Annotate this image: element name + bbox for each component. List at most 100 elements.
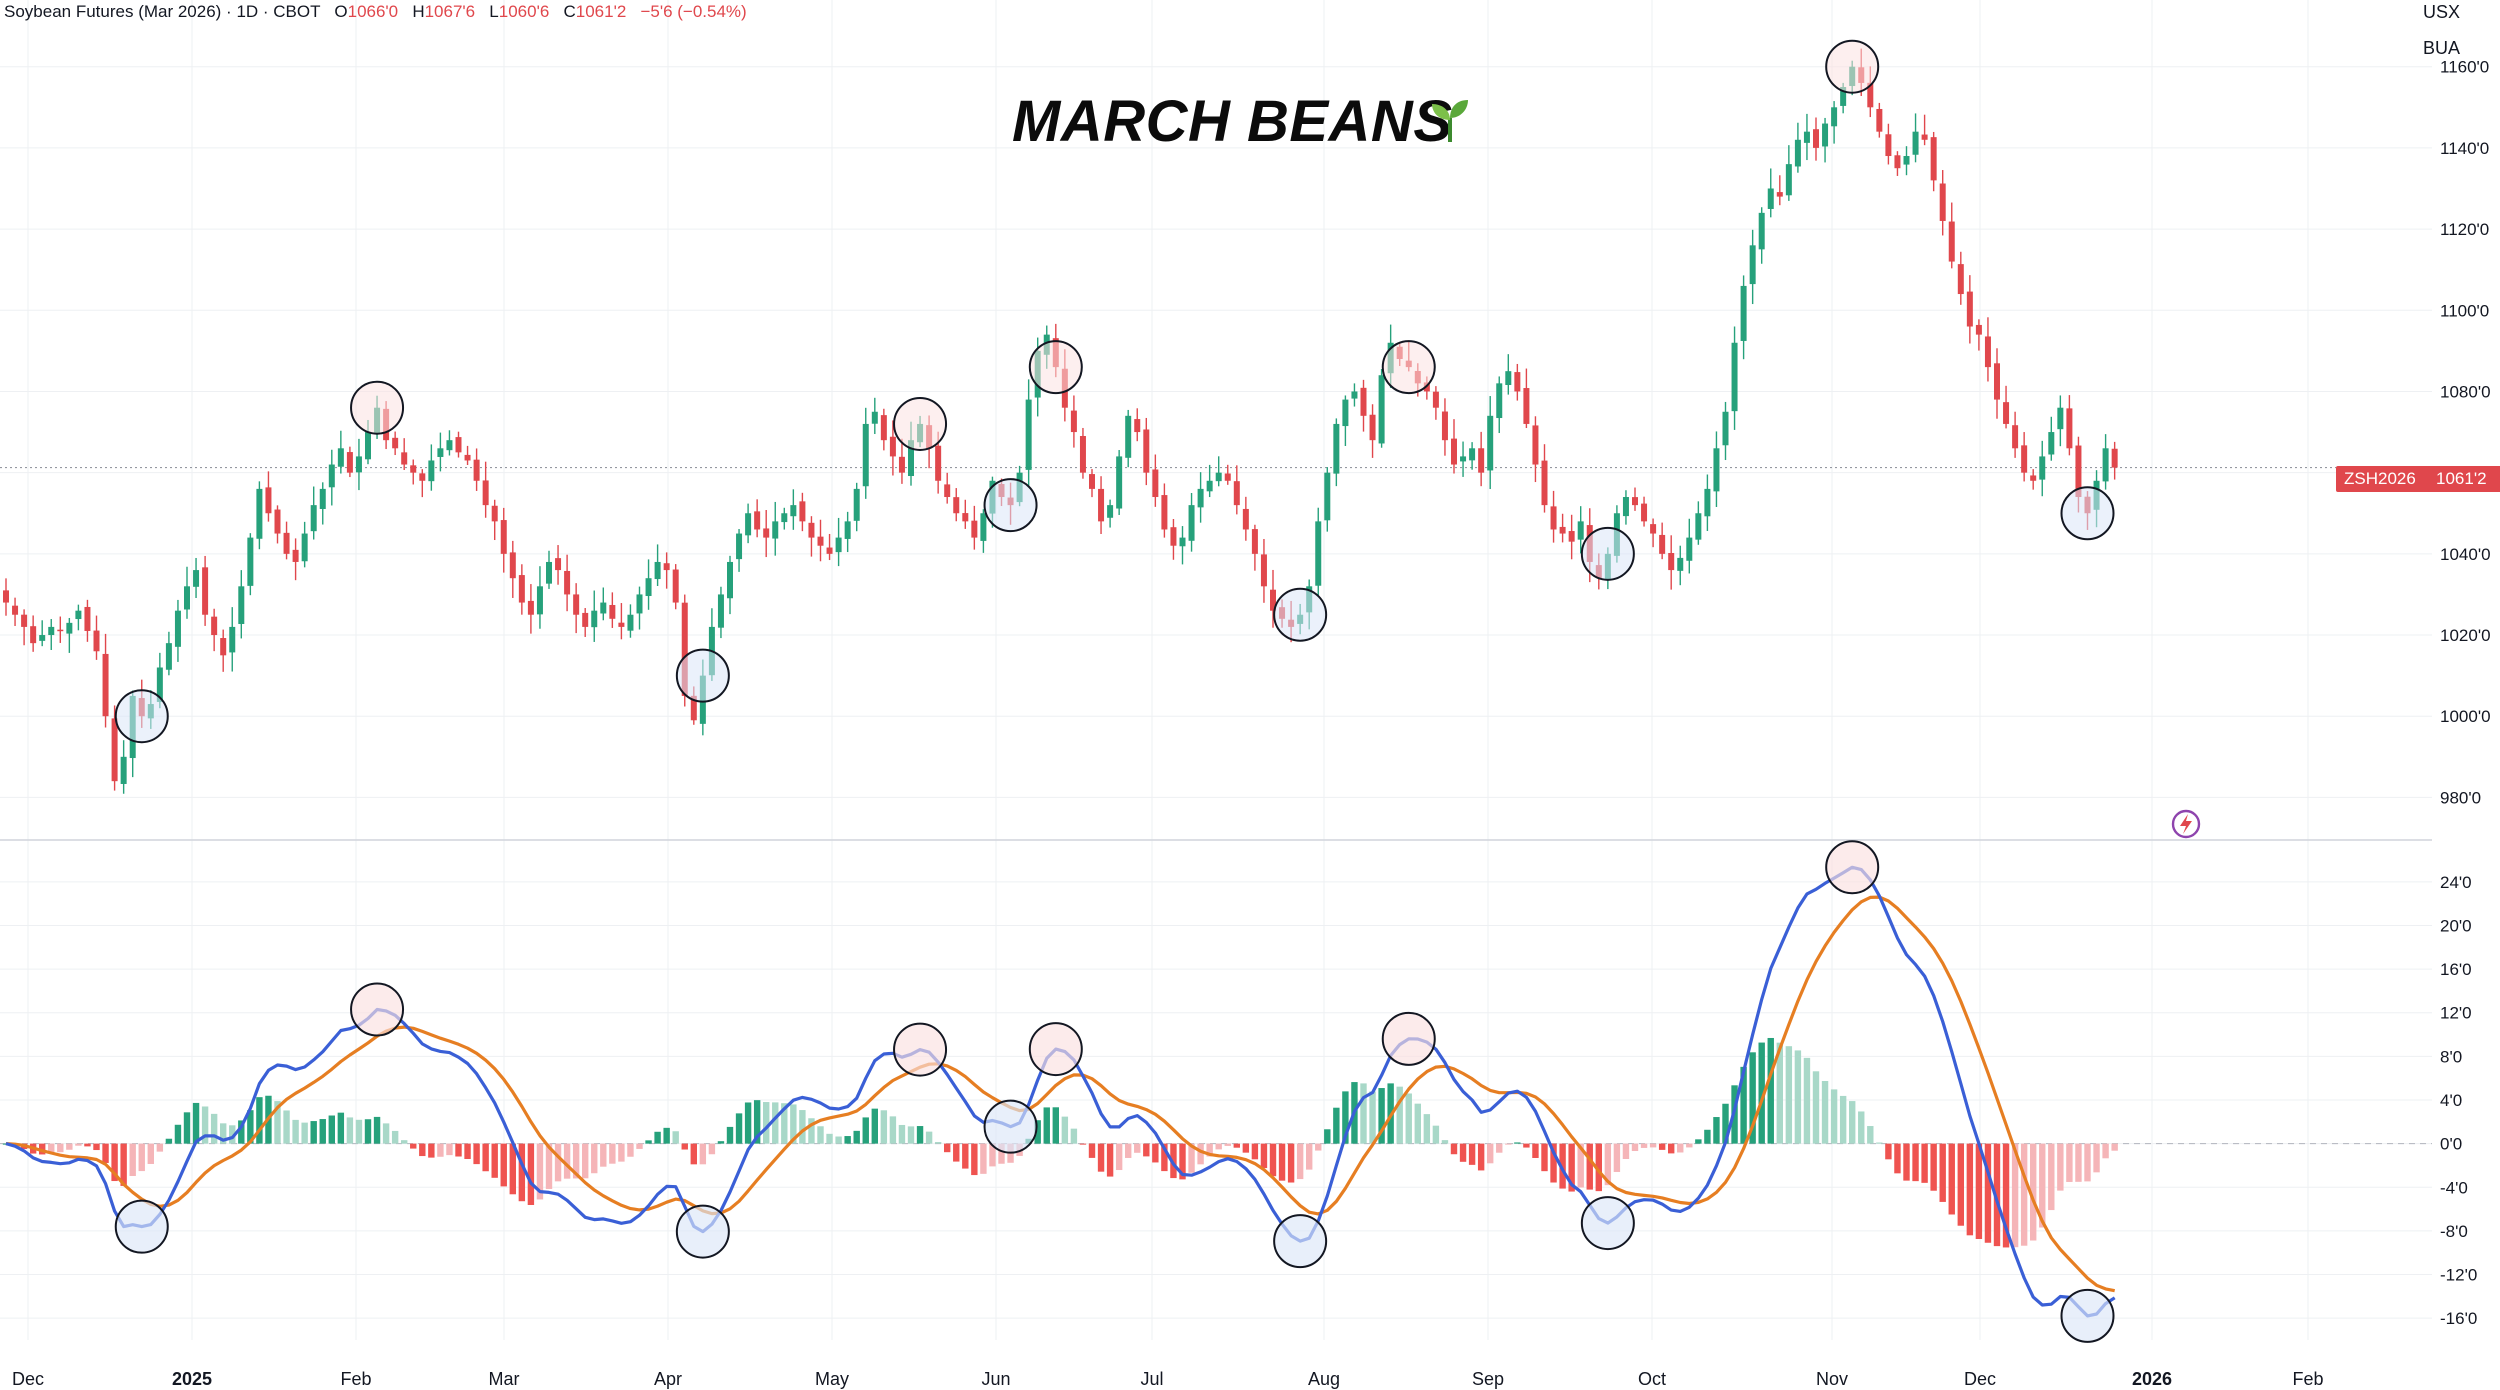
histogram-bar (1749, 1052, 1756, 1144)
candle (1577, 506, 1584, 554)
candle (1758, 207, 1765, 264)
candle (274, 505, 281, 544)
candle-body (754, 511, 761, 530)
candle (1957, 251, 1964, 305)
candle-body (1152, 469, 1159, 498)
macd-tick-label: 4'0 (2440, 1091, 2462, 1110)
histogram-bar (1215, 1143, 1222, 1150)
candle (808, 516, 815, 557)
candle-body (636, 594, 643, 614)
histogram-bar (853, 1130, 860, 1144)
time-tick-label: Nov (1816, 1369, 1848, 1389)
lightning-icon[interactable] (2170, 808, 2202, 840)
histogram-bar (1459, 1143, 1467, 1162)
unit-label[interactable]: BUA (2422, 38, 2460, 58)
histogram-bar (880, 1110, 888, 1144)
histogram-bar (1912, 1143, 1919, 1182)
candle-body (1487, 415, 1494, 471)
histogram-bar (473, 1143, 480, 1165)
histogram-bar (772, 1102, 779, 1144)
candle (1170, 518, 1177, 560)
candle-body (546, 561, 552, 584)
histogram-bar (1396, 1086, 1403, 1144)
histogram-bar (536, 1143, 544, 1200)
candle (1731, 326, 1738, 430)
candle (1143, 417, 1150, 486)
histogram-bar (781, 1103, 788, 1144)
candle (1089, 469, 1095, 498)
candle (21, 609, 28, 646)
candle (527, 584, 534, 634)
candle-body (1966, 291, 1973, 327)
histogram-bar (1568, 1143, 1575, 1192)
candle-body (220, 638, 227, 656)
candle-body (1984, 336, 1991, 368)
histogram-bar (1179, 1143, 1186, 1180)
candle (12, 597, 19, 626)
candle-body (202, 567, 209, 615)
histogram-bar (401, 1140, 408, 1144)
histogram-bar (1441, 1140, 1449, 1144)
macd-annotation-circle (893, 1022, 948, 1077)
histogram-bar (238, 1120, 245, 1144)
candle-body (2075, 445, 2082, 498)
histogram-bar (1668, 1143, 1675, 1154)
macd-annotation-circle (1273, 1214, 1328, 1269)
candle (283, 521, 290, 560)
candle-body (1260, 554, 1267, 587)
macd-annotation-circle (2060, 1288, 2115, 1343)
candle (1903, 146, 1910, 176)
candle-body (229, 626, 236, 653)
candle (790, 489, 797, 530)
histogram-bar (1405, 1093, 1412, 1144)
histogram-bar (446, 1143, 453, 1156)
histogram-bar (1876, 1142, 1883, 1144)
candle-body (1469, 448, 1476, 461)
legend-low-label: L (489, 2, 499, 21)
histogram-bar (382, 1123, 390, 1144)
macd-tick-label: -16'0 (2440, 1309, 2477, 1328)
candle (1785, 145, 1792, 201)
histogram-bar (681, 1143, 688, 1150)
candle-body (1496, 383, 1503, 419)
histogram-bar (862, 1117, 869, 1144)
candle (582, 608, 589, 637)
macd-tick-label: 0'0 (2440, 1135, 2462, 1154)
candle (1912, 113, 1919, 163)
candle (1930, 131, 1937, 192)
candle-body (437, 448, 444, 457)
histogram-bar (1487, 1143, 1494, 1164)
candle (944, 472, 951, 504)
grid-lines (0, 0, 2432, 1340)
candle-body (1360, 387, 1367, 416)
time-tick-label: May (815, 1369, 849, 1389)
candle-body (2057, 407, 2064, 430)
histogram-bar (1948, 1143, 1955, 1215)
currency-label[interactable]: USX (2422, 2, 2460, 22)
histogram-bar (165, 1138, 173, 1144)
candle-body (2039, 456, 2046, 480)
candle-body (1161, 495, 1168, 530)
histogram-bar (1306, 1143, 1313, 1170)
histogram-bar (1785, 1046, 1793, 1144)
candle (1134, 408, 1141, 442)
histogram-bar (1079, 1143, 1087, 1145)
candle-body (1948, 221, 1955, 262)
histogram-bar (1152, 1143, 1159, 1163)
candle-body (482, 480, 489, 506)
candle-body (1369, 414, 1376, 441)
time-tick-label: Apr (654, 1369, 682, 1389)
legend-open: 1066'0 (347, 2, 399, 21)
macd-tick-label: 12'0 (2440, 1004, 2472, 1023)
histogram-bar (66, 1143, 73, 1150)
histogram-bar (283, 1110, 290, 1144)
candle-body (1179, 537, 1186, 547)
time-tick-label: Dec (12, 1369, 44, 1389)
candle-body (1197, 488, 1204, 508)
candle (337, 430, 344, 474)
candle (1541, 444, 1548, 513)
candle (301, 521, 308, 568)
candle-body (1632, 497, 1638, 506)
candle (1107, 499, 1114, 528)
histogram-bar (925, 1131, 933, 1144)
